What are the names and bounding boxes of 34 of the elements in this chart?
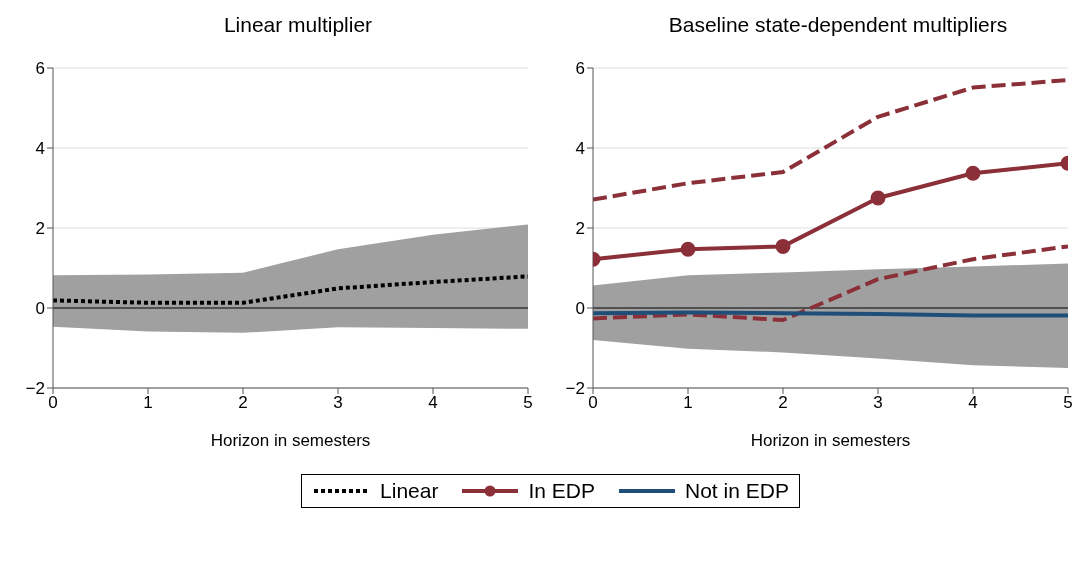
y-tick-label: −2 [25, 379, 45, 399]
line-series [593, 244, 1068, 322]
line-series [53, 274, 528, 305]
chart-title: Baseline state-dependent multipliers [667, 12, 1009, 38]
x-tick-label: 3 [873, 393, 883, 413]
y-tick-label: 0 [575, 299, 585, 319]
legend-label: Linear [380, 479, 439, 503]
y-tick-label: 0 [35, 299, 45, 319]
x-tick-label: 2 [238, 393, 248, 413]
x-tick-label: 4 [968, 393, 978, 413]
y-tick-label: 4 [35, 139, 45, 159]
x-tick-label: 3 [333, 393, 343, 413]
x-tick-label: 4 [428, 393, 438, 413]
x-tick-label: 1 [683, 393, 693, 413]
y-tick-label: 4 [575, 139, 585, 159]
x-tick-label: 5 [1063, 393, 1073, 413]
y-tick-label: 6 [35, 59, 45, 79]
x-tick-label: 5 [523, 393, 533, 413]
x-tick-label: 2 [778, 393, 788, 413]
point [775, 238, 791, 254]
x-axis-title: Horizon in semesters [210, 431, 371, 450]
y-tick-label: 2 [575, 219, 585, 239]
y-tick-label: 2 [35, 219, 45, 239]
x-tick-label: 1 [143, 393, 153, 413]
line-series [593, 78, 1068, 202]
point [870, 190, 886, 206]
chart-title: Linear multiplier [222, 12, 374, 38]
y-tick-label: −2 [565, 379, 585, 399]
legend-label: Not in EDP [685, 479, 789, 503]
legend-label: In EDP [528, 479, 596, 503]
y-tick-label: 6 [575, 59, 585, 79]
x-tick-label: 0 [588, 393, 598, 413]
x-axis-title: Horizon in semesters [750, 431, 911, 450]
x-tick-label: 0 [48, 393, 58, 413]
